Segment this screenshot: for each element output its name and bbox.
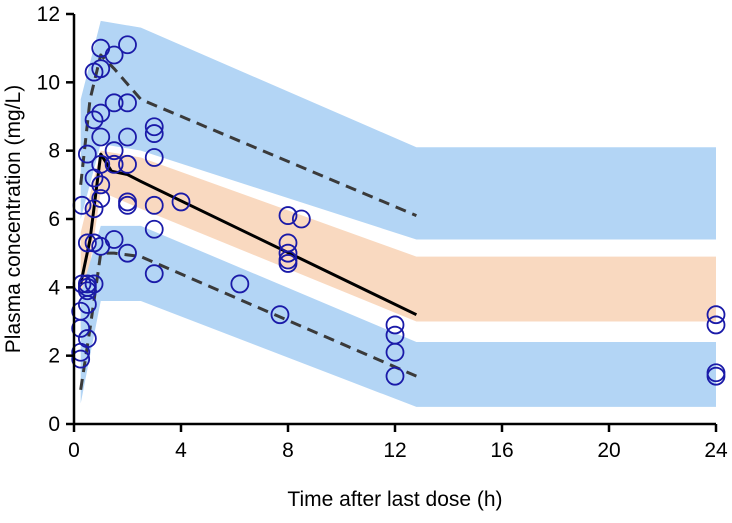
observation-point xyxy=(104,154,124,174)
observation-point xyxy=(91,103,111,123)
observation-point xyxy=(71,318,91,338)
observation-point xyxy=(385,315,405,335)
observation-point xyxy=(118,243,137,263)
observation-point xyxy=(144,219,164,239)
band-median xyxy=(80,150,716,329)
x-tick-label: 24 xyxy=(704,439,728,462)
y-axis-title: Plasma concentration (mg/L) xyxy=(2,85,25,353)
observation-point xyxy=(118,195,137,215)
observation-point xyxy=(706,315,726,335)
y-tick-label: 2 xyxy=(48,345,60,368)
observation-point xyxy=(84,110,104,130)
observation-point xyxy=(706,366,726,386)
percentile-line-2 xyxy=(79,251,417,391)
x-tick-label: 0 xyxy=(68,439,80,462)
band-lower xyxy=(80,225,716,407)
observation-point xyxy=(77,144,97,164)
y-tick-label: 10 xyxy=(37,71,60,94)
observation-point xyxy=(118,127,137,147)
x-tick-label: 16 xyxy=(490,439,513,462)
observation-point xyxy=(144,117,164,137)
observation-point xyxy=(84,199,104,219)
observation-point xyxy=(104,141,124,161)
x-tick-label: 4 xyxy=(175,439,187,462)
observation-point xyxy=(104,45,124,65)
observation-point xyxy=(71,349,91,369)
x-tick-label: 12 xyxy=(383,439,406,462)
y-tick-label: 8 xyxy=(48,140,60,163)
observation-point xyxy=(278,206,298,225)
observation-point xyxy=(91,189,111,208)
observation-point xyxy=(77,233,97,253)
y-tick-label: 0 xyxy=(48,413,60,436)
prediction-interval-bands xyxy=(80,20,716,407)
x-axis-ticks: 0 4 8 12 16 20 24 xyxy=(68,424,728,462)
observation-point xyxy=(278,243,298,263)
observation-point xyxy=(104,230,124,249)
band-upper xyxy=(80,20,716,240)
observation-point xyxy=(278,254,298,273)
observation-point xyxy=(144,124,164,143)
observation-point xyxy=(144,195,164,215)
x-tick-label: 8 xyxy=(282,439,294,462)
observed-points xyxy=(71,35,726,386)
x-tick-label: 20 xyxy=(597,439,620,462)
observation-point xyxy=(118,93,137,113)
observation-point xyxy=(77,329,97,348)
observation-point xyxy=(706,305,726,325)
observation-point xyxy=(91,127,111,147)
median-line xyxy=(79,152,418,317)
observation-point xyxy=(91,59,111,79)
observation-point xyxy=(171,192,191,212)
observation-point xyxy=(84,274,104,294)
y-tick-label: 4 xyxy=(48,276,60,299)
x-axis-title: Time after last dose (h) xyxy=(287,488,502,511)
observation-point xyxy=(118,35,137,55)
y-tick-label: 12 xyxy=(37,3,60,26)
observation-point xyxy=(118,154,137,174)
observation-point xyxy=(270,305,290,325)
observation-point xyxy=(385,342,405,362)
observation-point xyxy=(144,148,164,167)
observation-point xyxy=(91,154,111,174)
y-tick-label: 6 xyxy=(48,208,60,231)
percentile-line-1 xyxy=(79,53,417,217)
y-axis-ticks: 0 2 4 6 8 10 12 xyxy=(37,3,74,436)
observation-point xyxy=(385,366,405,386)
observation-point xyxy=(230,274,250,294)
percentile-lines xyxy=(79,53,418,391)
observation-point xyxy=(91,175,111,195)
observation-point xyxy=(291,209,311,229)
observation-point xyxy=(144,264,164,284)
observation-point xyxy=(104,93,124,113)
